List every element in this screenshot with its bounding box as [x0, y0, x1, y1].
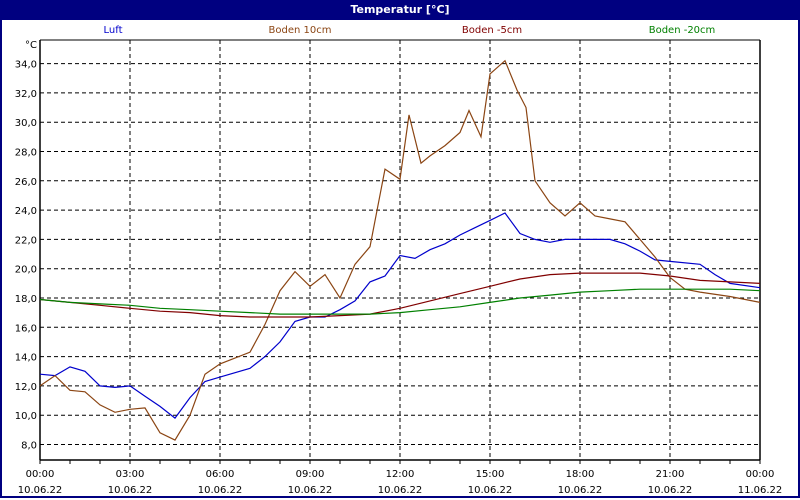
y-tick-label: 18,0 [15, 294, 37, 305]
x-tick-time: 06:00 [206, 469, 235, 480]
y-tick-label: 10,0 [15, 411, 37, 422]
y-tick-label: 14,0 [15, 353, 37, 364]
x-tick-time: 00:00 [746, 469, 775, 480]
y-tick-label: 28,0 [15, 148, 37, 159]
y-tick-label: 26,0 [15, 177, 37, 188]
x-tick-date: 10.06.22 [378, 485, 423, 496]
x-tick-time: 21:00 [656, 469, 685, 480]
legend-item: Boden -20cm [648, 25, 716, 36]
y-tick-label: 20,0 [15, 265, 37, 276]
y-tick-label: 8,0 [21, 441, 37, 452]
x-tick-date: 10.06.22 [648, 485, 693, 496]
legend-item: Luft [103, 25, 123, 36]
x-tick-time: 00:00 [26, 469, 55, 480]
y-tick-label: 24,0 [15, 206, 37, 217]
y-tick-label: 16,0 [15, 323, 37, 334]
x-tick-time: 03:00 [116, 469, 145, 480]
y-tick-label: 22,0 [15, 235, 37, 246]
x-tick-time: 18:00 [566, 469, 595, 480]
x-tick-time: 12:00 [386, 469, 415, 480]
y-axis-unit: °C [25, 40, 37, 51]
x-tick-time: 15:00 [476, 469, 505, 480]
legend-item: Boden 10cm [268, 25, 332, 36]
chart-title: Temperatur [°C] [0, 0, 800, 20]
legend-item: Boden -5cm [461, 25, 523, 36]
x-tick-date: 10.06.22 [288, 485, 333, 496]
series-line-luft [39, 212, 761, 419]
x-tick-date: 11.06.22 [738, 485, 783, 496]
x-tick-date: 10.06.22 [108, 485, 153, 496]
y-tick-label: 12,0 [15, 382, 37, 393]
x-tick-date: 10.06.22 [18, 485, 63, 496]
series-line-boden-10cm [39, 59, 761, 441]
y-tick-label: 32,0 [15, 89, 37, 100]
x-tick-time: 09:00 [296, 469, 325, 480]
series-line-boden-20cm [39, 288, 761, 315]
y-tick-label: 30,0 [15, 118, 37, 129]
x-tick-date: 10.06.22 [198, 485, 243, 496]
y-tick-label: 34,0 [15, 60, 37, 71]
series-line-boden-5cm [39, 272, 761, 318]
x-tick-date: 10.06.22 [468, 485, 513, 496]
x-tick-date: 10.06.22 [558, 485, 603, 496]
